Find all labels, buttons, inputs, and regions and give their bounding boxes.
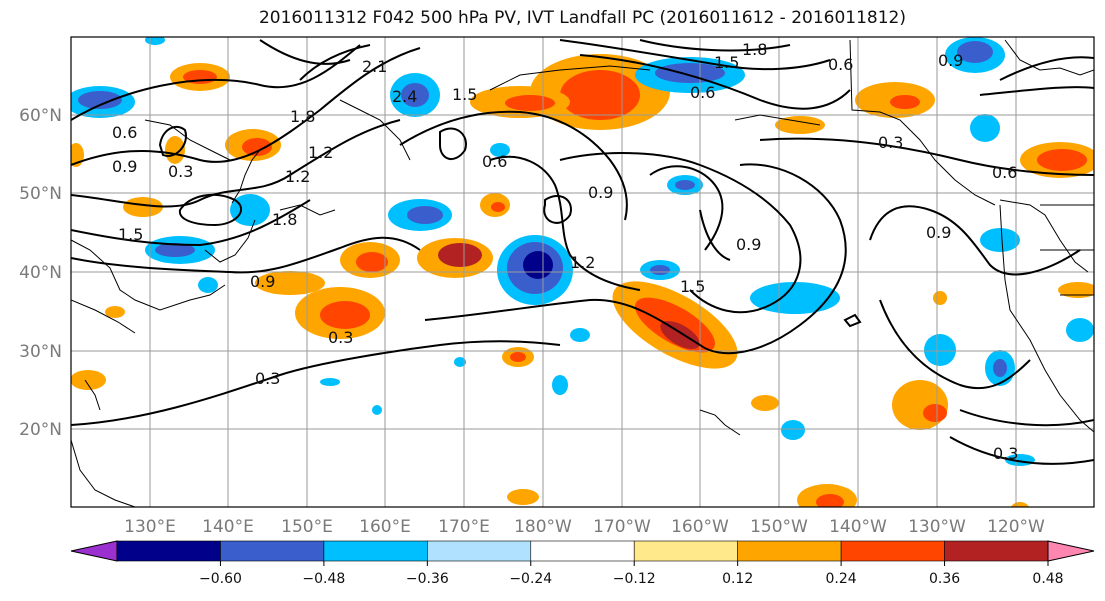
contour-label: 1.2 <box>570 253 595 272</box>
contour-label: 0.9 <box>938 51 963 70</box>
contour-label: 2.4 <box>392 87 417 106</box>
contour-label: 1.5 <box>680 277 705 296</box>
pv-contours <box>71 39 1094 465</box>
lon-label: 130°W <box>908 517 966 537</box>
contour-label: 1.5 <box>714 53 739 72</box>
contour-label: 1.2 <box>285 167 310 186</box>
contour-label: 0.9 <box>588 183 613 202</box>
colorbar-tick-label: −0.12 <box>613 571 656 587</box>
contour-label: 0.3 <box>255 369 280 388</box>
colorbar-extend-max <box>1047 540 1095 562</box>
lon-label: 120°W <box>987 517 1045 537</box>
colorbar-cell <box>840 540 945 562</box>
colorbar-tick-label: −0.36 <box>406 571 449 587</box>
lat-label: 50°N <box>19 184 62 204</box>
lon-label: 180°W <box>514 517 572 537</box>
colorbar-tick-label: 0.48 <box>1032 571 1063 587</box>
lon-label: 160°E <box>359 517 411 537</box>
colorbar-cell <box>220 540 325 562</box>
contour-label: 1.8 <box>290 107 315 126</box>
lon-label: 140°E <box>202 517 254 537</box>
colorbar-tick-label: −0.24 <box>509 571 552 587</box>
contour-label: 1.5 <box>452 85 477 104</box>
lon-label: 160°W <box>671 517 729 537</box>
contour-label: 0.9 <box>926 223 951 242</box>
contour-label: 1.8 <box>742 40 767 59</box>
colorbar-tick-label: −0.48 <box>302 571 345 587</box>
contour-label: 0.6 <box>828 55 853 74</box>
colorbar-cell <box>944 540 1049 562</box>
colorbar: −0.60 −0.48 −0.36 −0.24 −0.12 0.12 0.24 0.36 0.4… <box>70 540 1095 587</box>
contour-label: 1.2 <box>308 143 333 162</box>
contour-label: 0.3 <box>993 444 1018 463</box>
latitude-labels: 60°N 50°N 40°N 30°N 20°N <box>19 106 62 440</box>
colorbar-tick-label: 0.36 <box>929 571 960 587</box>
contour-label: 0.3 <box>168 162 193 181</box>
lat-label: 60°N <box>19 106 62 126</box>
colorbar-cell <box>737 540 842 562</box>
colorbar-cell <box>633 540 738 562</box>
contour-label: 0.6 <box>690 83 715 102</box>
lon-label: 170°W <box>593 517 651 537</box>
lon-label: 150°W <box>750 517 808 537</box>
colorbar-cell <box>427 540 532 562</box>
lat-label: 40°N <box>19 263 62 283</box>
colorbar-cell <box>530 540 635 562</box>
colorbar-tick-label: 0.12 <box>722 571 753 587</box>
contour-label: 0.3 <box>878 133 903 152</box>
longitude-labels: 130°E 140°E 150°E 160°E 170°E 180°W 170°… <box>124 517 1045 537</box>
contour-label: 0.9 <box>250 272 275 291</box>
contour-label: 1.5 <box>118 225 143 244</box>
contour-label: 0.6 <box>482 152 507 171</box>
contour-labels: 2.1 2.4 1.5 1.8 1.2 0.6 0.9 0.3 1.5 1.2 … <box>112 40 1018 463</box>
lon-label: 170°E <box>438 517 490 537</box>
colorbar-cell <box>116 540 221 562</box>
contour-label: 0.9 <box>112 157 137 176</box>
contour-label: 0.9 <box>736 235 761 254</box>
contour-label: 1.8 <box>272 210 297 229</box>
lon-label: 150°E <box>281 517 333 537</box>
colorbar-tick-label: −0.60 <box>199 571 242 587</box>
colorbar-extend-min <box>70 540 118 562</box>
map-border <box>70 36 1095 508</box>
lon-label: 140°W <box>829 517 887 537</box>
pv-shading <box>71 37 1094 507</box>
lat-label: 30°N <box>19 342 62 362</box>
lon-label: 130°E <box>124 517 176 537</box>
colorbar-tick-label: 0.24 <box>826 571 857 587</box>
gridlines <box>71 37 1094 507</box>
colorbar-cell <box>323 540 428 562</box>
contour-label: 2.1 <box>362 57 387 76</box>
contour-label: 0.6 <box>992 163 1017 182</box>
map-title: 2016011312 F042 500 hPa PV, IVT Landfall… <box>258 8 906 28</box>
lat-label: 20°N <box>19 420 62 440</box>
contour-label: 0.6 <box>112 123 137 142</box>
contour-label: 0.3 <box>328 328 353 347</box>
